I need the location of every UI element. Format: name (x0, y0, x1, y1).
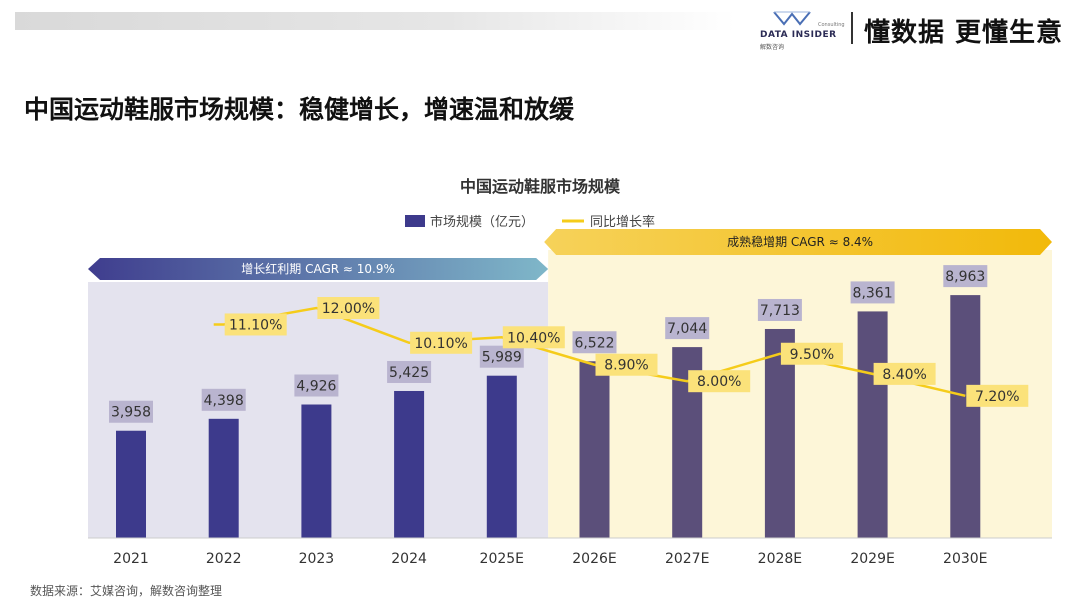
brand-sub: 解数咨询 (760, 44, 785, 51)
top-banner-bar (15, 12, 735, 30)
x-tick-2029E: 2029E (850, 551, 894, 567)
bar-2024 (394, 390, 425, 538)
line-label-bg-2028E (780, 342, 843, 365)
data-source: 数据来源：艾媒咨询，解数咨询整理 (30, 584, 223, 598)
bar-label-bg-2027E (665, 317, 710, 340)
brand-mark-icon (773, 11, 811, 26)
line-label-2028E: 9.50% (790, 347, 834, 363)
x-tick-2024: 2024 (391, 551, 427, 567)
x-tick-2023: 2023 (299, 551, 335, 567)
line-label-bg-2025E (502, 326, 565, 349)
x-tick-2021: 2021 (113, 551, 149, 567)
page-title: 中国运动鞋服市场规模：稳健增长，增速温和放缓 (24, 95, 575, 124)
line-label-bg-2023 (317, 297, 380, 319)
legend-bar-swatch (405, 215, 425, 227)
bar-label-bg-2029E (850, 281, 895, 304)
bar-label-bg-2022 (201, 388, 246, 411)
bar-label-bg-2025E (479, 345, 524, 368)
brand-divider (851, 12, 853, 44)
bar-label-bg-2030E (943, 265, 988, 288)
legend-line-label: 同比增长率 (590, 214, 655, 230)
phase1-label: 增长红利期 CAGR ≈ 10.9% (241, 261, 395, 276)
bar-2026E (579, 361, 610, 538)
bar-label-2021: 3,958 (111, 405, 151, 421)
brand-logo: Consulting DATA INSIDER 解数咨询 (760, 8, 845, 51)
brand-name: DATA INSIDER (760, 30, 837, 40)
x-tick-2028E: 2028E (758, 551, 802, 567)
x-tick-2027E: 2027E (665, 551, 709, 567)
bar-label-bg-2024 (387, 360, 432, 383)
bar-label-bg-2021 (109, 400, 153, 423)
bar-label-2023: 4,926 (296, 379, 336, 395)
x-tick-2025E: 2025E (480, 551, 524, 567)
bar-2023 (301, 404, 332, 538)
line-label-2026E: 8.90% (604, 358, 648, 374)
bar-label-bg-2028E (757, 298, 802, 321)
bar-label-2028E: 7,713 (760, 303, 800, 319)
x-tick-2026E: 2026E (572, 551, 616, 567)
bar-label-2025E: 5,989 (482, 350, 522, 366)
legend-bar-label: 市场规模（亿元） (430, 214, 534, 230)
bar-label-2026E: 6,522 (574, 335, 614, 351)
line-label-bg-2027E (688, 370, 751, 393)
line-label-2024: 10.10% (414, 336, 467, 352)
line-label-2030E: 7.20% (975, 389, 1019, 405)
line-label-bg-2022 (224, 313, 287, 336)
bar-2025E (486, 375, 517, 538)
line-label-2022: 11.10% (229, 317, 282, 333)
bar-2029E (857, 311, 888, 538)
line-label-bg-2029E (873, 362, 936, 385)
bar-2030E (950, 295, 981, 538)
line-label-2025E: 10.40% (507, 330, 560, 346)
phase1-banner (88, 258, 549, 280)
x-tick-2022: 2022 (206, 551, 242, 567)
line-label-bg-2030E (966, 384, 1029, 407)
line-label-bg-2024 (410, 331, 473, 354)
chart-title: 中国运动鞋服市场规模 (460, 177, 621, 196)
slogan: 懂数据 更懂生意 (864, 18, 1064, 48)
line-label-2027E: 8.00% (697, 374, 741, 390)
bar-label-2022: 4,398 (204, 393, 244, 409)
phase2-banner (544, 229, 1052, 255)
line-label-2023: 12.00% (322, 301, 375, 317)
bar-label-bg-2026E (572, 331, 617, 354)
bar-2021 (116, 430, 146, 538)
bar-2022 (208, 418, 239, 538)
bar-label-bg-2023 (294, 374, 339, 397)
line-label-2029E: 8.40% (882, 367, 926, 383)
x-tick-2030E: 2030E (943, 551, 987, 567)
line-label-bg-2026E (595, 353, 658, 376)
phase2-label: 成熟稳增期 CAGR ≈ 8.4% (727, 234, 873, 249)
brand-consulting: Consulting (818, 22, 845, 28)
bar-label-2029E: 8,361 (853, 285, 893, 301)
bar-label-2027E: 7,044 (667, 321, 707, 337)
bar-label-2030E: 8,963 (945, 269, 985, 285)
bar-label-2024: 5,425 (389, 365, 429, 381)
